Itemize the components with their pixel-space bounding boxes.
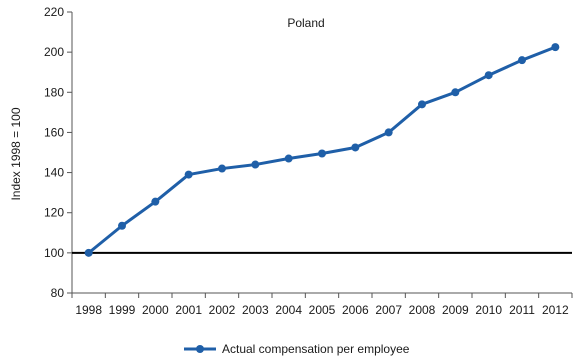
data-point-2002: [218, 164, 226, 173]
x-tick-label: 2004: [275, 303, 302, 317]
y-tick-label: 200: [44, 45, 64, 59]
y-tick-label: 180: [44, 85, 64, 99]
y-tick-label: 220: [44, 5, 64, 19]
x-tick-label: 2000: [142, 303, 169, 317]
data-point-2007: [384, 128, 393, 137]
x-tick-label: 2009: [442, 303, 469, 317]
x-tick-label: 2011: [509, 303, 535, 317]
x-tick-label: 2003: [242, 303, 269, 317]
data-point-2005: [318, 149, 326, 158]
y-tick-label: 140: [44, 166, 64, 180]
y-axis-title: Index 1998 = 100: [9, 107, 23, 200]
y-axis: 80 100 120 140 160 180 200 220: [44, 5, 73, 300]
data-point-2004: [284, 154, 293, 163]
data-point-2000: [151, 197, 160, 206]
legend: Actual compensation per employee: [184, 342, 410, 356]
x-tick-label: 2007: [375, 303, 402, 317]
x-tick-label: 2012: [542, 303, 569, 317]
data-point-2008: [418, 100, 426, 109]
x-tick-label: 2008: [409, 303, 436, 317]
data-point-2011: [518, 56, 526, 65]
x-tick-label: 2002: [209, 303, 236, 317]
x-tick-label: 1999: [109, 303, 136, 317]
x-tick-label: 2010: [475, 303, 502, 317]
data-point-2009: [451, 88, 460, 97]
data-point-2012: [551, 43, 560, 52]
x-tick-label: 2005: [309, 303, 336, 317]
legend-label: Actual compensation per employee: [222, 342, 410, 356]
data-point-1998: [84, 248, 93, 257]
x-tick-label: 2006: [342, 303, 369, 317]
y-tick-label: 80: [51, 286, 65, 300]
y-tick-label: 120: [44, 206, 64, 220]
chart-title: Poland: [287, 16, 324, 30]
data-point-2006: [351, 143, 360, 152]
series-layer: [84, 43, 560, 257]
data-point-2001: [184, 170, 193, 179]
x-tick-label: 2001: [175, 303, 202, 317]
y-tick-label: 100: [44, 246, 64, 260]
x-axis: 1998 1999 2000 2001 2002 2003 2004 2005 2006 2007…: [71, 292, 573, 317]
legend-swatch-marker: [196, 345, 204, 353]
data-point-1999: [118, 221, 126, 230]
data-point-2010: [484, 71, 493, 80]
y-tick-label: 160: [44, 125, 64, 139]
x-tick-label: 1998: [75, 303, 102, 317]
data-point-2003: [251, 160, 260, 169]
